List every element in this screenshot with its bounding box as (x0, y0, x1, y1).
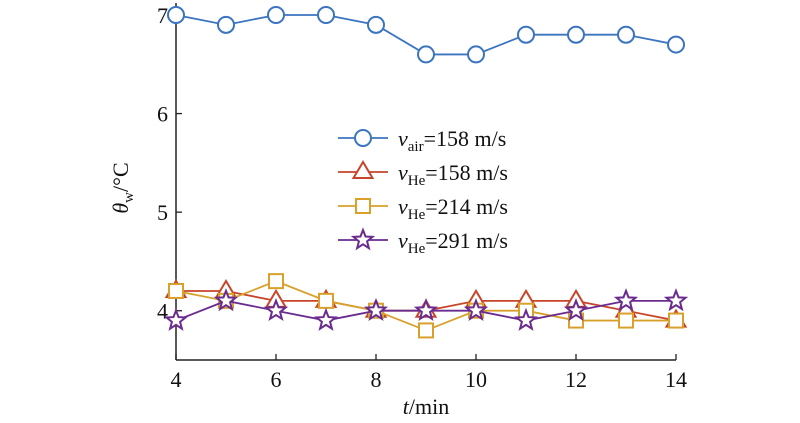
legend-label: vHe=291 m/s (398, 228, 508, 257)
data-point (417, 45, 435, 64)
x-tick-label: 8 (371, 367, 382, 392)
axis-labels: t/min θw/°C (108, 162, 449, 419)
data-point (163, 307, 189, 331)
data-point (217, 15, 235, 34)
legend-item-2: vHe=158 m/s (338, 160, 508, 189)
data-point (363, 297, 389, 322)
data-point (267, 6, 285, 24)
legend-label: vHe=214 m/s (398, 194, 508, 223)
data-point (263, 297, 289, 322)
data-point (567, 25, 585, 44)
x-tick-label: 10 (465, 367, 487, 392)
legend-item-1: vair=158 m/s (338, 126, 506, 155)
data-point (318, 292, 334, 309)
x-tick-label: 14 (665, 367, 687, 392)
data-point (667, 35, 685, 54)
y-tick-label: 4 (157, 299, 168, 324)
data-point (513, 307, 539, 331)
data-point (517, 25, 535, 44)
legend-marker (355, 198, 371, 214)
series-1 (167, 6, 685, 64)
legend-label: vair=158 m/s (398, 126, 506, 155)
x-tick-label: 6 (271, 367, 282, 392)
data-point (617, 25, 635, 44)
data-point (168, 283, 184, 299)
y-axis-label: θw/°C (108, 162, 137, 213)
data-point (213, 288, 239, 312)
data-point (467, 45, 485, 64)
x-tick-label: 4 (171, 367, 182, 392)
data-point (618, 312, 634, 329)
series-layer (163, 6, 689, 339)
legend-item-3: vHe=214 m/s (338, 194, 508, 223)
data-point (167, 6, 185, 24)
data-point (668, 312, 684, 329)
y-tick-label: 5 (157, 200, 168, 225)
legend-item-4: vHe=291 m/s (338, 227, 508, 257)
data-point (663, 288, 689, 312)
legend-marker (354, 129, 372, 147)
data-point (317, 6, 335, 24)
data-point (413, 297, 439, 322)
data-point (367, 15, 385, 34)
data-point (613, 288, 639, 312)
data-point (418, 322, 434, 339)
y-tick-label: 7 (157, 3, 168, 28)
series-4 (163, 288, 689, 331)
x-axis-label: t/min (403, 394, 449, 419)
legend-label: vHe=158 m/s (398, 160, 508, 189)
data-point (563, 297, 589, 322)
data-point (268, 273, 284, 290)
x-tick-label: 12 (565, 367, 587, 392)
legend: vair=158 m/s vHe=158 m/s vHe=214 m/s vHe=29… (338, 126, 508, 257)
data-point (313, 307, 339, 331)
legend-marker (350, 227, 376, 251)
legend-marker (351, 160, 375, 179)
data-point (463, 297, 489, 322)
y-tick-label: 6 (157, 102, 168, 127)
axes: 4 6 8 10 12 14 4 5 6 7 (157, 3, 687, 392)
